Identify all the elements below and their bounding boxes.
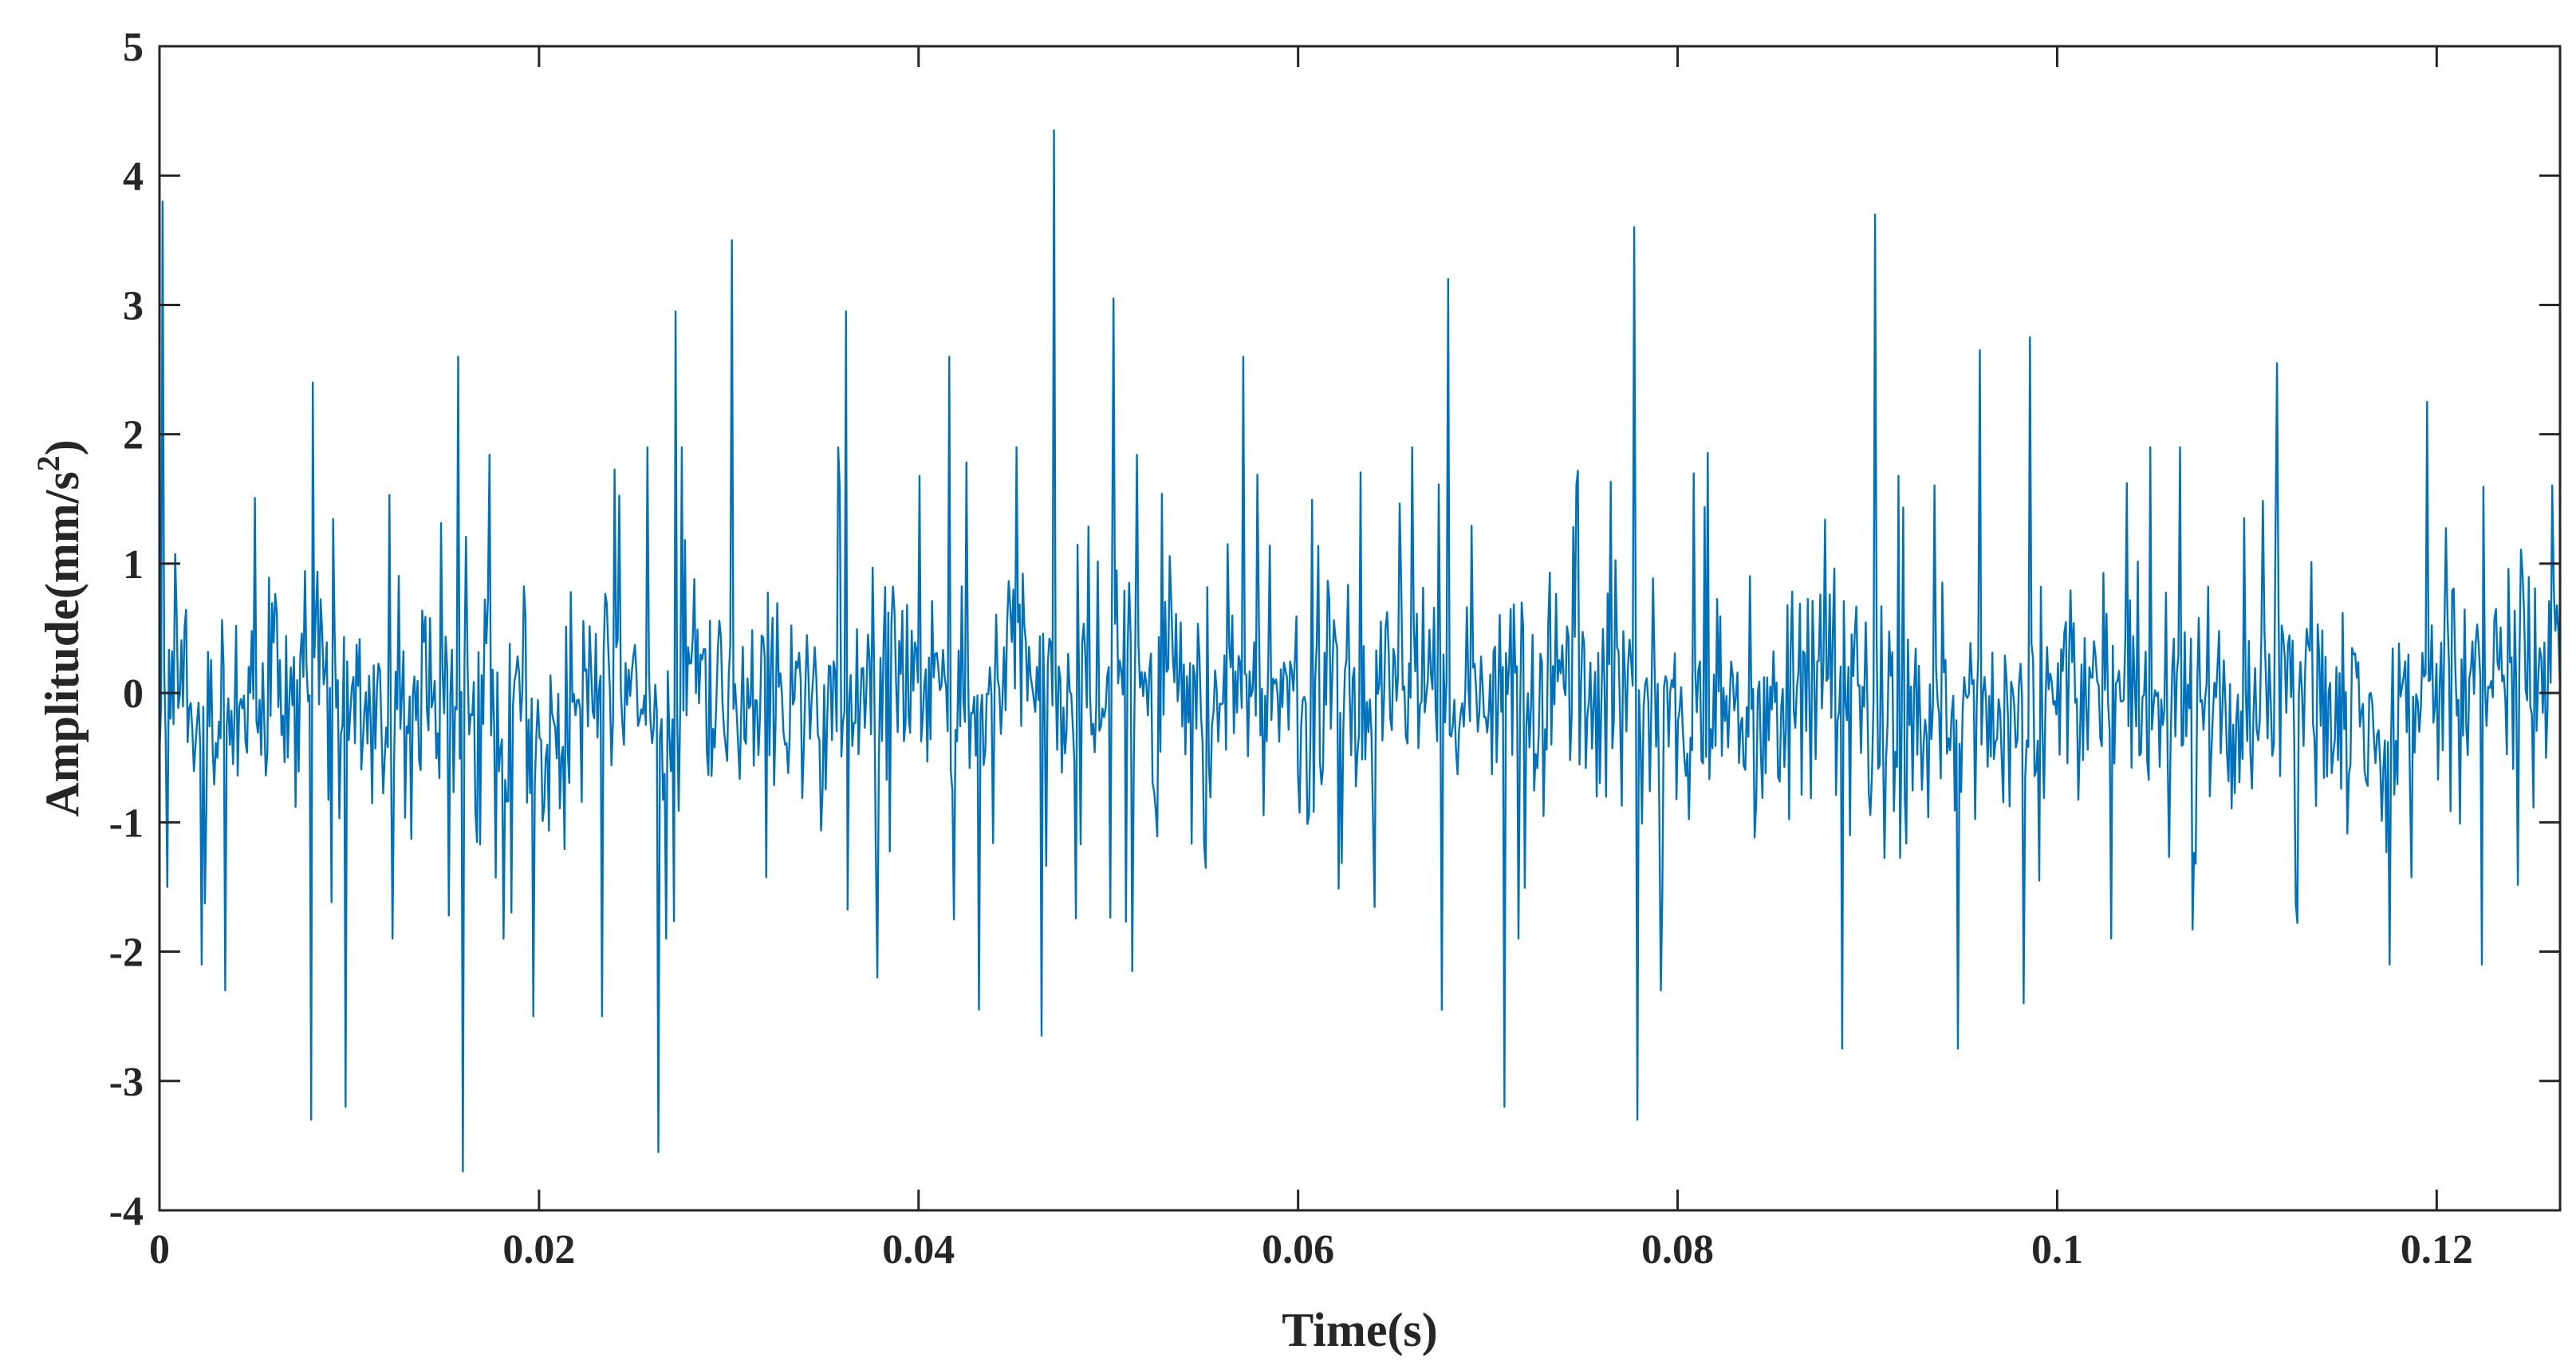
x-tick-label: 0.02 <box>502 1227 575 1273</box>
x-tick-label: 0.08 <box>1641 1227 1714 1273</box>
signal-series-line <box>158 129 2562 1173</box>
x-tick-label: 0.04 <box>882 1227 955 1273</box>
y-axis-label-text: Amplitude(mm/s <box>36 471 89 816</box>
y-tick-label: 4 <box>123 154 144 199</box>
x-tick-label: 0.06 <box>1262 1227 1334 1273</box>
y-tick-label: -1 <box>109 801 144 846</box>
x-tick-label: 0.1 <box>2031 1227 2083 1273</box>
tick-layer: 0 0.02 0.04 0.06 0.08 0.1 0.12 -4 -3 -2 -1 0 1 2 3 4 5 <box>109 25 2560 1273</box>
y-axis-label: Amplitude(mm/s2) <box>30 439 89 816</box>
y-tick-label: 2 <box>123 413 144 458</box>
y-axis-label-close: ) <box>36 439 89 455</box>
x-tick-label: 0.12 <box>2401 1227 2473 1273</box>
y-tick-label: -2 <box>109 930 144 976</box>
y-tick-label: 3 <box>123 283 144 328</box>
series-layer <box>158 129 2562 1173</box>
x-axis-label: Time(s) <box>1282 1304 1438 1356</box>
y-tick-label: 5 <box>123 25 144 70</box>
y-tick-label: 1 <box>123 542 144 588</box>
y-tick-label: 0 <box>123 671 144 717</box>
plot-frame <box>158 45 2562 1212</box>
x-tick-label: 0 <box>149 1227 170 1273</box>
y-axis-label-superscript: 2 <box>30 455 66 471</box>
y-tick-label: -3 <box>109 1060 144 1105</box>
y-tick-label: -4 <box>109 1189 144 1234</box>
